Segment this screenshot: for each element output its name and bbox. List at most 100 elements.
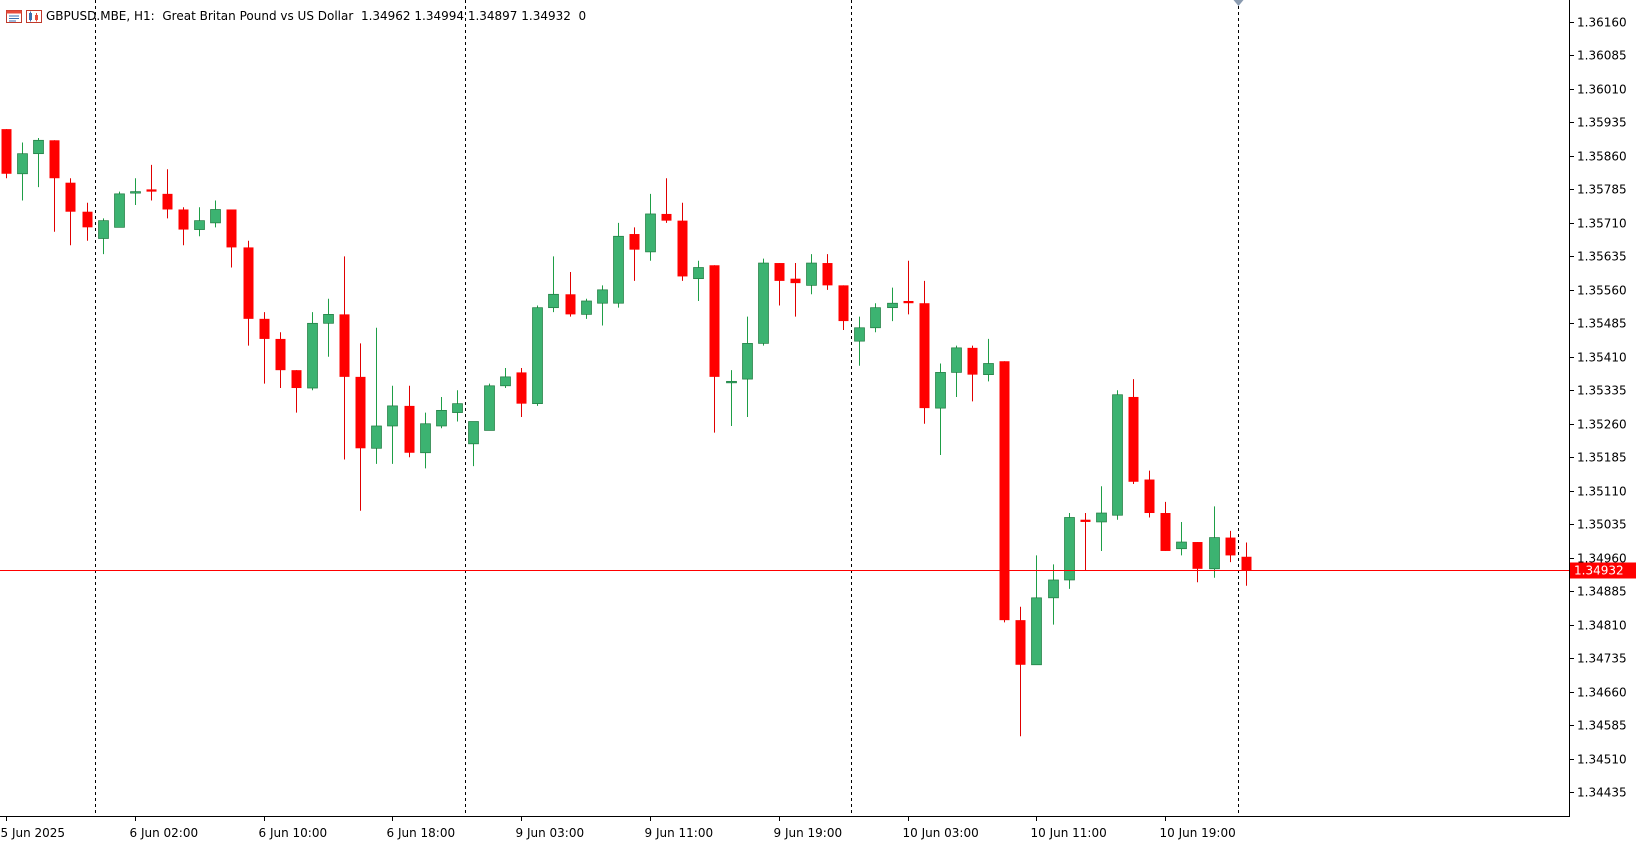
candle <box>291 370 302 413</box>
candle <box>468 421 479 467</box>
y-tick-label: 1.36160 <box>1577 16 1627 30</box>
y-tick-label: 1.34960 <box>1577 552 1627 566</box>
candle-body-bear <box>404 405 415 453</box>
y-tick-label: 1.35635 <box>1577 250 1627 264</box>
candle <box>1015 606 1026 737</box>
candle-body-bull <box>436 409 447 427</box>
candle-body-bull <box>742 343 753 380</box>
candle <box>565 271 576 317</box>
candle <box>1 129 12 179</box>
candle <box>629 227 640 281</box>
candle-body-bull <box>194 220 205 230</box>
candle <box>548 256 559 313</box>
candle <box>259 312 270 384</box>
x-tick-label: 6 Jun 10:00 <box>259 826 328 840</box>
candle <box>1031 555 1042 666</box>
candle-body-bear <box>838 285 849 322</box>
candle-body-bull <box>1064 517 1075 581</box>
y-tick-label: 1.35110 <box>1577 485 1627 499</box>
candle-body-bull <box>98 220 109 239</box>
candle-body-bull <box>693 267 704 280</box>
candle-body-bull <box>951 347 962 373</box>
window-menu-icon[interactable] <box>6 9 22 23</box>
candle <box>130 178 141 206</box>
candle-body-bull <box>983 363 994 375</box>
candle-body-bull <box>645 213 656 253</box>
candle <box>613 222 624 308</box>
candle-body-bear <box>999 361 1010 621</box>
candle-body-bear <box>677 220 688 277</box>
candle <box>17 142 28 201</box>
candle-body-bull <box>210 209 221 224</box>
candle <box>790 263 801 317</box>
candle-body-bull <box>323 314 334 324</box>
candle <box>323 298 334 357</box>
candle <box>742 316 753 418</box>
candle-body-bull <box>806 262 817 286</box>
candle-body-bull <box>1176 541 1187 550</box>
candle-body-bear <box>275 338 286 371</box>
y-tick-label: 1.35710 <box>1577 217 1627 231</box>
current-price-line-group: 1.34932 <box>0 562 1636 579</box>
candle <box>645 193 656 261</box>
candle <box>484 383 495 431</box>
candle-body-bear <box>162 193 173 210</box>
candle <box>33 138 44 188</box>
candle <box>243 240 254 346</box>
candle-body-bear <box>82 211 93 228</box>
candle <box>1241 542 1252 586</box>
y-tick-label: 1.35260 <box>1577 418 1627 432</box>
candle <box>1128 379 1139 484</box>
candle <box>1176 521 1187 556</box>
candle-body-bear <box>1192 542 1203 569</box>
candle-body-bull <box>758 262 769 344</box>
candle-body-bull <box>532 307 543 405</box>
candle-body-bull <box>484 385 495 431</box>
candle <box>1144 470 1155 518</box>
candle <box>870 303 881 333</box>
x-tick-label: 9 Jun 19:00 <box>774 826 843 840</box>
candle <box>967 345 978 402</box>
candle <box>1112 390 1123 520</box>
candle <box>677 202 688 281</box>
y-tick-label: 1.34435 <box>1577 786 1627 800</box>
candle-body-bull <box>500 376 511 387</box>
y-tick-label: 1.36010 <box>1577 83 1627 97</box>
chart-type-icon[interactable] <box>26 9 42 23</box>
candle-body-bear <box>1128 396 1139 482</box>
candle-body-bear <box>516 372 527 404</box>
chart-volume: 0 <box>578 9 587 23</box>
candle-body-bear <box>243 247 254 319</box>
candle <box>210 200 221 228</box>
candle <box>709 265 720 433</box>
candle-body-bull <box>371 425 382 449</box>
candle <box>1192 542 1203 583</box>
y-tick-label: 1.35860 <box>1577 150 1627 164</box>
candle <box>854 316 865 366</box>
candle <box>371 327 382 464</box>
candles <box>1 129 1252 737</box>
candle <box>581 298 592 319</box>
candle-body-bear <box>339 314 350 377</box>
candle <box>65 178 76 246</box>
candle <box>404 385 415 458</box>
chart-ohlc: 1.34962 1.34994 1.34897 1.34932 <box>360 9 571 23</box>
candle <box>1064 513 1075 589</box>
candle <box>726 370 737 426</box>
y-tick-label: 1.34810 <box>1577 619 1627 633</box>
candle-body-bull <box>452 403 463 413</box>
candle-body-bull <box>1209 537 1220 570</box>
candle <box>661 178 672 223</box>
y-tick-label: 1.35335 <box>1577 384 1627 398</box>
candle <box>339 256 350 460</box>
x-tick-label: 9 Jun 11:00 <box>645 826 714 840</box>
candle <box>822 254 833 290</box>
candle-body-bull <box>33 139 44 155</box>
candle-body-bear <box>291 370 302 389</box>
x-tick-label: 10 Jun 03:00 <box>903 826 979 840</box>
candle-body-bull <box>854 327 865 342</box>
candle-body-bull <box>1096 512 1107 523</box>
candle <box>597 285 608 326</box>
shift-marker-icon[interactable] <box>1233 0 1244 6</box>
